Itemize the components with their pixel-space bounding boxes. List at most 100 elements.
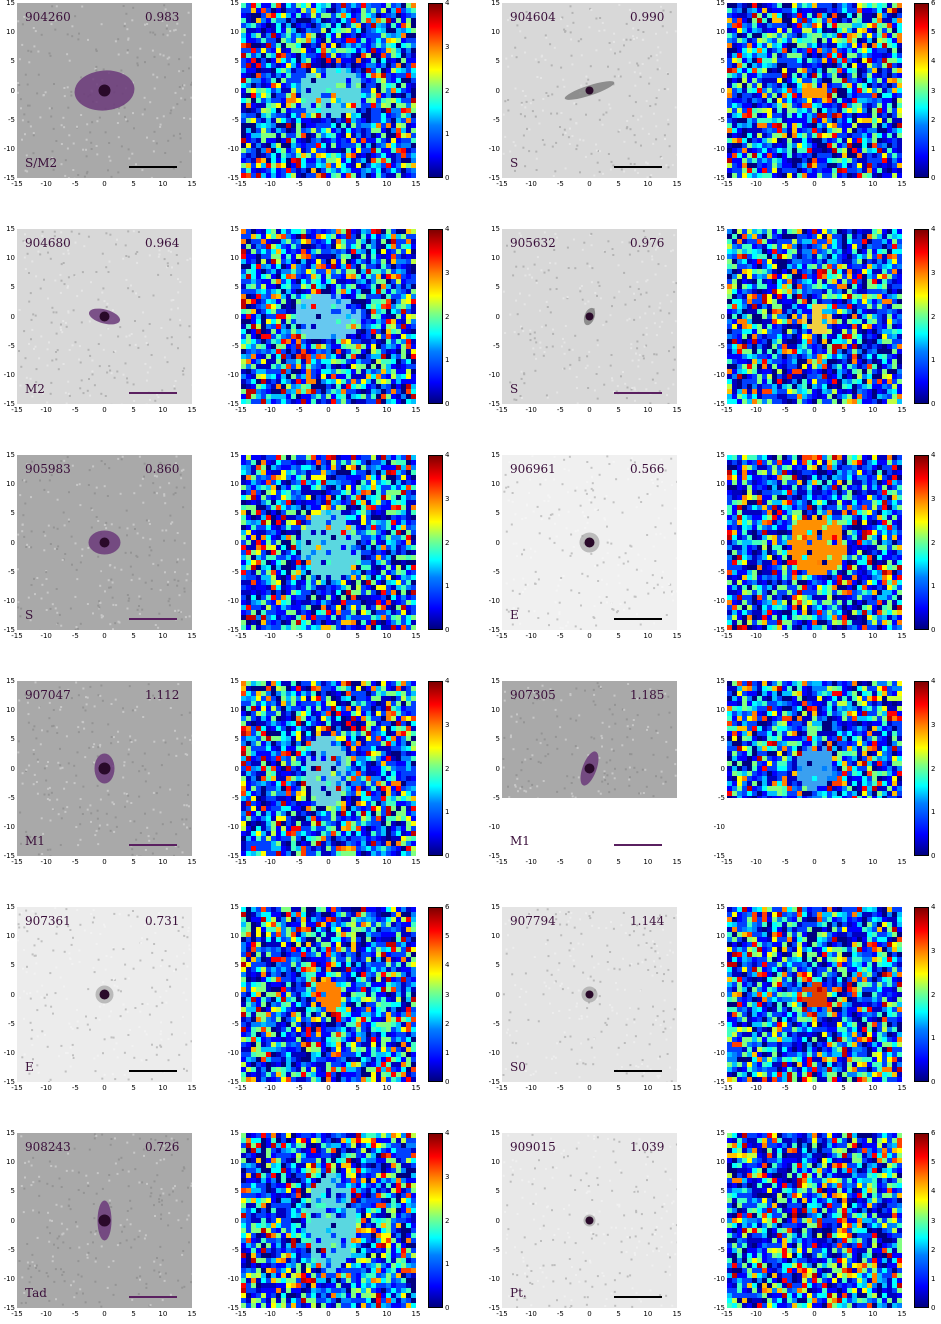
y-tick-label: 15 xyxy=(716,0,725,7)
y-tick-label: 5 xyxy=(10,283,15,292)
y-tick-label: 10 xyxy=(716,932,725,941)
x-tick-label: -15 xyxy=(11,858,23,866)
y-tick-label: -15 xyxy=(488,1304,500,1312)
x-tick-label: 15 xyxy=(672,632,682,640)
x-tick-label: 15 xyxy=(897,1084,907,1092)
y-tick-label: 15 xyxy=(230,1129,239,1137)
y-tick-label: 10 xyxy=(491,932,500,941)
object-id-label: 904680 xyxy=(25,236,71,250)
y-tick-label: -5 xyxy=(718,115,725,124)
x-tick-label: 0 xyxy=(587,406,592,414)
x-tick-label: -15 xyxy=(496,632,508,640)
y-tick-label: -15 xyxy=(488,852,500,860)
y-tick-label: -5 xyxy=(232,341,239,350)
x-tick-label: -5 xyxy=(781,1084,789,1092)
panel-907794-grey-x-axis: -15 -10 -5 0 5 10 15 xyxy=(496,1084,681,1094)
colour-bar-tick-label: 2 xyxy=(931,312,936,321)
x-tick-label: -15 xyxy=(721,1310,733,1318)
panel-904604-grey-x-axis: -15 -10 -5 0 5 10 15 xyxy=(496,180,681,190)
x-tick-label: 10 xyxy=(643,180,653,188)
y-tick-label: -10 xyxy=(3,1048,15,1057)
y-tick-label: -5 xyxy=(232,793,239,802)
x-tick-label: 15 xyxy=(897,180,907,188)
x-tick-label: 5 xyxy=(616,632,621,640)
y-tick-label: -10 xyxy=(713,370,725,379)
colour-map xyxy=(727,1133,902,1308)
y-tick-label: -15 xyxy=(3,174,15,182)
colour-bar-ticks: 0 1 2 3 4 5 6 xyxy=(445,903,455,1086)
galaxy-image xyxy=(17,681,192,856)
y-tick-label: 10 xyxy=(230,706,239,715)
y-tick-label: -10 xyxy=(488,822,500,831)
x-tick-label: 10 xyxy=(382,406,392,414)
x-tick-label: 0 xyxy=(102,1310,107,1318)
sky-noise xyxy=(502,3,677,178)
panel-909015-map-x-axis: -15 -10 -5 0 5 10 15 xyxy=(721,1310,906,1320)
colour-bar-tick-label: 1 xyxy=(445,356,450,365)
x-tick-label: -10 xyxy=(264,858,276,866)
x-tick-label: 0 xyxy=(326,858,331,866)
x-tick-label: 5 xyxy=(616,1310,621,1318)
colour-bar-ticks: 0 1 2 3 4 xyxy=(445,0,455,182)
colour-bar-tick-label: 1 xyxy=(445,1048,450,1057)
y-tick-label: -5 xyxy=(493,1245,500,1254)
galaxy-image xyxy=(17,455,192,630)
x-tick-label: -10 xyxy=(750,180,762,188)
colour-bar-tick-label: 0 xyxy=(931,1078,936,1086)
panel-905983-map-x-axis: -15 -10 -5 0 5 10 15 xyxy=(235,632,420,642)
colour-bar-tick-label: 3 xyxy=(931,268,936,277)
colour-bar xyxy=(428,681,443,856)
y-tick-label: 15 xyxy=(230,677,239,685)
colour-bar-tick-label: 4 xyxy=(931,451,936,459)
colour-bar xyxy=(914,681,929,856)
x-tick-label: 10 xyxy=(643,632,653,640)
y-tick-label: 5 xyxy=(10,57,15,66)
y-tick-label: 15 xyxy=(230,451,239,459)
x-tick-label: 5 xyxy=(616,858,621,866)
x-tick-label: 10 xyxy=(158,180,168,188)
x-tick-label: 0 xyxy=(102,180,107,188)
y-tick-label: -5 xyxy=(718,793,725,802)
x-tick-label: 15 xyxy=(411,406,421,414)
y-tick-label: -10 xyxy=(713,1274,725,1283)
y-tick-label: 0 xyxy=(495,990,500,999)
y-tick-label: 0 xyxy=(10,538,15,547)
y-tick-label: 0 xyxy=(10,1216,15,1225)
panel-907361-grey-y-axis: -15 -10 -5 0 5 10 15 xyxy=(1,903,15,1086)
x-tick-label: -15 xyxy=(496,1084,508,1092)
x-tick-label: -5 xyxy=(71,1310,79,1318)
x-tick-label: 5 xyxy=(355,632,360,640)
x-tick-label: -15 xyxy=(721,858,733,866)
x-tick-label: -5 xyxy=(781,632,789,640)
scale-bar xyxy=(614,618,662,620)
x-tick-label: 15 xyxy=(411,858,421,866)
x-tick-label: -5 xyxy=(71,406,79,414)
colour-bar-ticks: 0 1 2 3 4 xyxy=(445,225,455,408)
x-tick-label: 5 xyxy=(131,406,136,414)
y-tick-label: -10 xyxy=(713,596,725,605)
x-tick-label: 5 xyxy=(131,180,136,188)
y-tick-label: -5 xyxy=(493,115,500,124)
colour-bar-tick-label: 0 xyxy=(445,1078,450,1086)
colour-map xyxy=(241,455,416,630)
y-tick-label: 10 xyxy=(230,932,239,941)
noise-pixels xyxy=(727,229,902,404)
object-id-label: 909015 xyxy=(510,1140,556,1154)
colour-map xyxy=(241,1133,416,1308)
x-tick-label: -5 xyxy=(781,858,789,866)
x-tick-label: -15 xyxy=(11,1084,23,1092)
redshift-label: 0.964 xyxy=(145,236,180,250)
y-tick-label: 5 xyxy=(10,509,15,518)
colour-bar-tick-label: 1 xyxy=(931,144,936,153)
y-tick-label: -15 xyxy=(488,626,500,634)
y-tick-label: 5 xyxy=(720,1187,725,1196)
colour-bar-ticks: 0 1 2 3 4 5 6 xyxy=(931,0,941,182)
x-tick-label: 15 xyxy=(187,406,197,414)
y-tick-label: 0 xyxy=(10,764,15,773)
x-tick-label: 10 xyxy=(643,858,653,866)
y-tick-label: -10 xyxy=(713,1048,725,1057)
y-tick-label: 10 xyxy=(716,706,725,715)
y-tick-label: 5 xyxy=(720,961,725,970)
x-tick-label: -10 xyxy=(264,180,276,188)
colour-bar-tick-label: 3 xyxy=(931,946,936,955)
